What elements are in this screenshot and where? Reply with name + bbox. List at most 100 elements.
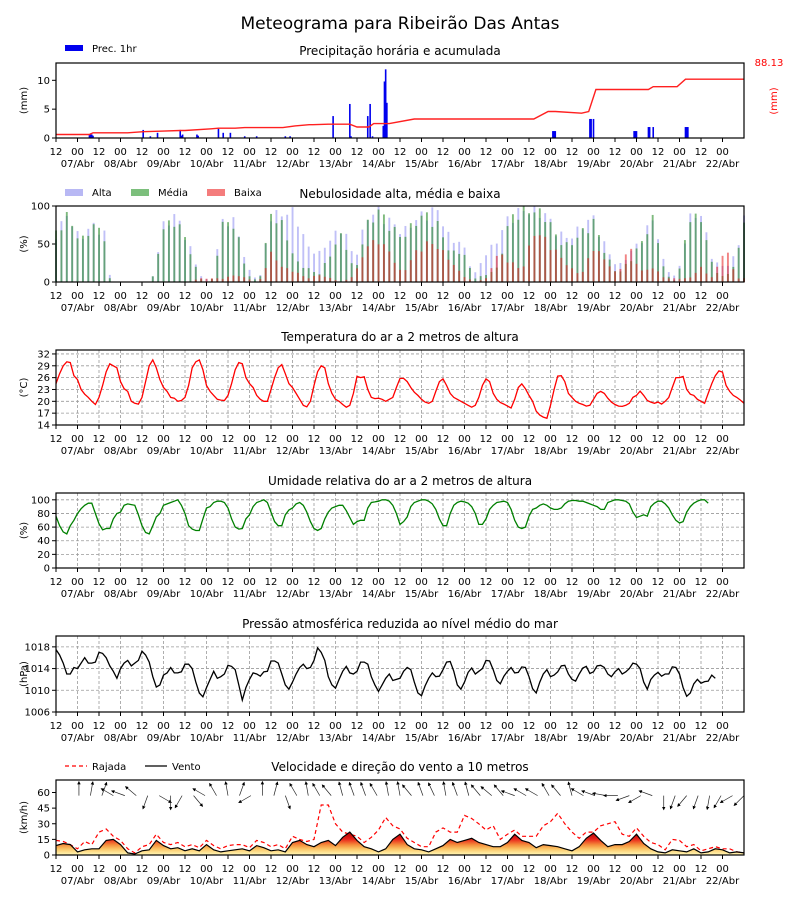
x-tick-label: 00 <box>415 291 428 302</box>
precip-bar <box>89 133 92 138</box>
wind-direction-arrow <box>174 795 183 809</box>
cloud-bar-baixa <box>705 273 708 282</box>
x-day-label: 17/Abr <box>491 876 525 887</box>
x-tick-label: 00 <box>415 434 428 445</box>
cloud-bar-baixa <box>630 248 633 282</box>
cloud-bar-média <box>151 276 154 282</box>
x-day-label: 15/Abr <box>405 733 439 744</box>
x-tick-label: 12 <box>523 291 536 302</box>
x-tick-label: 12 <box>351 721 364 732</box>
x-tick-label: 00 <box>673 291 686 302</box>
x-tick-label: 00 <box>544 147 557 158</box>
y-tick-label: 20 <box>37 397 50 408</box>
x-day-label: 17/Abr <box>491 159 525 170</box>
x-tick-label: 00 <box>157 577 170 588</box>
cloud-bar-média <box>694 213 697 282</box>
precip-bar <box>243 136 246 138</box>
cloud-bar-baixa <box>495 255 498 282</box>
cloud-bar-média <box>280 220 283 282</box>
x-day-label: 12/Abr <box>276 303 310 314</box>
x-tick-label: 00 <box>71 147 84 158</box>
x-tick-label: 00 <box>630 721 643 732</box>
wind-direction-arrow <box>90 781 95 796</box>
cloud-bar-média <box>522 206 525 282</box>
cloud-bar-baixa <box>227 276 229 282</box>
x-day-label: 08/Abr <box>104 876 138 887</box>
wind-direction-arrow <box>304 781 309 796</box>
cloud-bar-média <box>270 213 272 282</box>
cloud-bar-baixa <box>603 259 606 282</box>
wind-direction-arrow <box>570 788 584 796</box>
cloud-bar-média <box>178 224 181 282</box>
x-day-label: 19/Abr <box>577 303 611 314</box>
cloud-bar-baixa <box>468 279 471 282</box>
cloud-bar-baixa <box>425 241 428 282</box>
cloud-bar-baixa <box>447 259 450 282</box>
wind-direction-arrow <box>193 795 204 807</box>
x-tick-label: 00 <box>329 147 342 158</box>
x-tick-label: 12 <box>695 434 708 445</box>
y-tick-label: 5 <box>44 105 50 116</box>
cloud-bar-baixa <box>302 276 305 282</box>
x-tick-label: 12 <box>695 577 708 588</box>
x-tick-label: 00 <box>630 577 643 588</box>
x-tick-label: 12 <box>480 147 493 158</box>
x-day-label: 11/Abr <box>233 159 267 170</box>
x-tick-label: 00 <box>458 577 471 588</box>
x-tick-label: 12 <box>566 577 579 588</box>
cloud-bar-média <box>264 242 267 282</box>
x-tick-label: 00 <box>544 291 557 302</box>
precip-bar <box>648 127 651 138</box>
x-tick-label: 12 <box>179 291 192 302</box>
x-tick-label: 12 <box>50 434 63 445</box>
precip-bar <box>196 134 198 138</box>
x-tick-label: 12 <box>93 864 106 875</box>
precip-bar <box>88 135 91 138</box>
cloud-bar-média <box>350 263 353 282</box>
wind-direction-arrow <box>513 788 527 796</box>
x-tick-label: 00 <box>157 864 170 875</box>
cloud-bar-alta <box>485 255 487 282</box>
x-tick-label: 00 <box>587 291 600 302</box>
y-tick-label: 29 <box>37 361 50 372</box>
cloud-bar-baixa <box>560 257 563 282</box>
cloud-bar-baixa <box>307 278 310 282</box>
cloud-bar-baixa <box>393 262 396 282</box>
x-tick-label: 00 <box>372 434 385 445</box>
cloud-bar-média <box>307 268 310 282</box>
x-day-label: 07/Abr <box>61 589 95 600</box>
x-tick-label: 12 <box>480 434 493 445</box>
x-tick-label: 12 <box>50 721 63 732</box>
x-tick-label: 12 <box>222 864 235 875</box>
x-tick-label: 12 <box>652 864 665 875</box>
x-tick-label: 12 <box>437 864 450 875</box>
y-tick-label: 0 <box>44 564 50 575</box>
x-tick-label: 12 <box>351 291 364 302</box>
y-tick-label: 1006 <box>25 708 50 719</box>
cloud-bar-baixa <box>420 251 423 282</box>
x-tick-label: 12 <box>437 434 450 445</box>
x-tick-label: 00 <box>544 864 557 875</box>
x-tick-label: 00 <box>458 434 471 445</box>
cloud-bar-média <box>162 229 165 282</box>
y-axis-label-right: (mm) <box>769 87 780 114</box>
x-day-label: 11/Abr <box>233 303 267 314</box>
x-tick-label: 00 <box>286 577 299 588</box>
x-tick-label: 12 <box>179 864 192 875</box>
chart-title: Pressão atmosférica reduzida ao nível mé… <box>242 617 558 631</box>
wind-direction-arrow <box>224 781 229 796</box>
precip-bar <box>349 103 351 138</box>
cloud-bar-média <box>157 253 160 282</box>
precip-bar <box>181 134 184 138</box>
wind-area <box>56 832 744 855</box>
x-day-label: 19/Abr <box>577 159 611 170</box>
cloud-bar-baixa <box>716 266 719 282</box>
cloud-bar-média <box>393 226 396 282</box>
wind-direction-arrow <box>493 784 504 796</box>
x-day-label: 14/Abr <box>362 733 396 744</box>
x-day-label: 18/Abr <box>534 446 568 457</box>
wind-direction-arrow <box>442 781 447 796</box>
x-tick-label: 00 <box>716 147 729 158</box>
x-tick-label: 00 <box>243 434 256 445</box>
cloud-bar-média <box>587 233 590 282</box>
